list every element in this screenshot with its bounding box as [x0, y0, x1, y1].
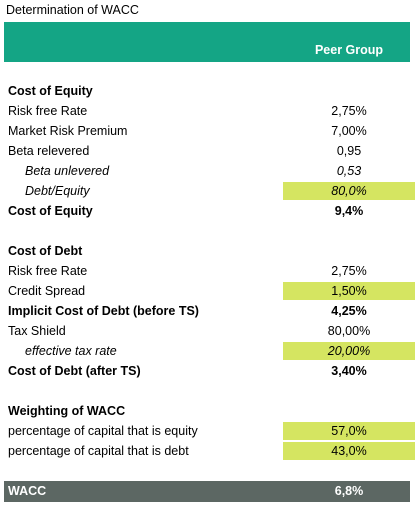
table-row: Credit Spread 1,50% — [4, 281, 415, 301]
row-label: effective tax rate — [25, 344, 117, 358]
section-heading: Cost of Equity — [8, 84, 93, 98]
header-band: Peer Group — [4, 22, 410, 62]
row-value[interactable]: 9,4% — [334, 204, 364, 218]
row-label: Beta unlevered — [25, 164, 110, 178]
row-label: Market Risk Premium — [8, 124, 128, 138]
table-row: Tax Shield 80,00% — [4, 321, 410, 341]
input-cell[interactable]: 20,00% — [283, 342, 415, 360]
input-cell[interactable]: 80,0% — [283, 182, 415, 200]
wacc-label: WACC — [8, 484, 47, 498]
row-value[interactable]: 4,25% — [331, 304, 367, 318]
input-cell[interactable]: 43,0% — [283, 442, 415, 460]
input-cell[interactable]: 1,50% — [283, 282, 415, 300]
row-label: percentage of capital that is equity — [8, 424, 198, 438]
wacc-total-row: WACC 6,8% — [4, 481, 410, 502]
row-label: Implicit Cost of Debt (before TS) — [8, 304, 199, 318]
table-row: Beta unlevered 0,53 — [4, 161, 410, 181]
wacc-value[interactable]: 6,8% — [334, 484, 364, 498]
row-label: Tax Shield — [8, 324, 66, 338]
sheet-title: Determination of WACC — [6, 3, 139, 17]
table-row: percentage of capital that is debt 43,0% — [4, 441, 415, 461]
section-heading: Weighting of WACC — [8, 404, 126, 418]
table-row: Cost of Debt (after TS) 3,40% — [4, 361, 410, 381]
table-row: Risk free Rate 2,75% — [4, 261, 410, 281]
row-value[interactable]: 0,53 — [336, 164, 362, 178]
table-row: Debt/Equity 80,0% — [4, 181, 415, 201]
row-label: Risk free Rate — [8, 264, 88, 278]
table-row: Beta relevered 0,95 — [4, 141, 410, 161]
table-row: effective tax rate 20,00% — [4, 341, 415, 361]
weighting-heading-row: Weighting of WACC — [4, 401, 410, 421]
table-row: Cost of Equity 9,4% — [4, 201, 410, 221]
row-value[interactable]: 3,40% — [331, 364, 367, 378]
row-label: Cost of Debt (after TS) — [8, 364, 141, 378]
table-row: percentage of capital that is equity 57,… — [4, 421, 415, 441]
section-heading: Cost of Debt — [8, 244, 83, 258]
input-cell[interactable]: 57,0% — [283, 422, 415, 440]
row-label: Credit Spread — [8, 284, 86, 298]
table-row: Implicit Cost of Debt (before TS) 4,25% — [4, 301, 410, 321]
table-row: Market Risk Premium 7,00% — [4, 121, 410, 141]
row-value[interactable]: 7,00% — [331, 124, 367, 138]
cost-of-debt-heading-row: Cost of Debt — [4, 241, 410, 261]
cost-of-equity-heading-row: Cost of Equity — [4, 81, 410, 101]
row-value[interactable]: 80,00% — [327, 324, 371, 338]
peer-group-column-header: Peer Group — [314, 43, 384, 57]
row-label: Cost of Equity — [8, 204, 93, 218]
row-value[interactable]: 0,95 — [336, 144, 362, 158]
row-label: percentage of capital that is debt — [8, 444, 189, 458]
row-value[interactable]: 2,75% — [331, 104, 367, 118]
row-label: Debt/Equity — [25, 184, 90, 198]
row-value[interactable]: 2,75% — [331, 264, 367, 278]
table-row: Risk free Rate 2,75% — [4, 101, 410, 121]
row-label: Risk free Rate — [8, 104, 88, 118]
row-label: Beta relevered — [8, 144, 90, 158]
